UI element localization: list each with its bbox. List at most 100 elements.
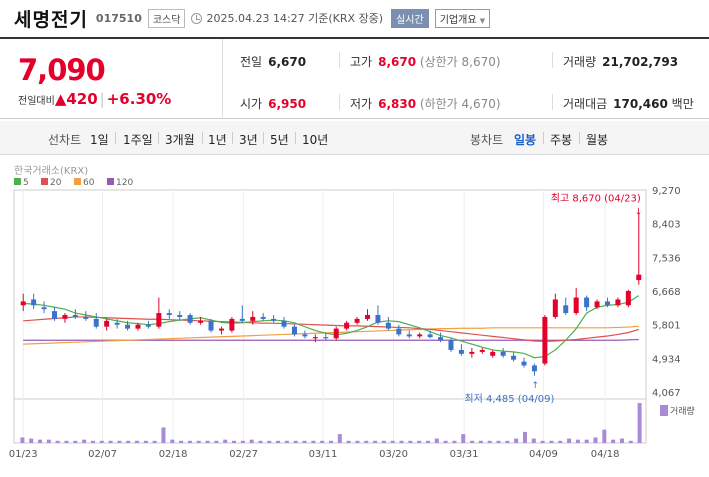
volume-bar: [381, 440, 386, 443]
ma20-line: [23, 316, 639, 343]
candle-body: [72, 315, 78, 317]
volume-bar: [373, 440, 378, 443]
candle-body: [469, 351, 475, 354]
quote-panel: 7,090 전일대비▲420 | +6.30% 전일 6,670 고가 8,670 (상…: [0, 37, 709, 119]
divider: [115, 132, 116, 144]
y-tick-label: 6,668: [652, 287, 681, 298]
volume-bar: [575, 439, 580, 443]
volume-bar: [531, 438, 536, 443]
y-tick-label: 9,270: [652, 186, 681, 197]
candle-body: [20, 301, 26, 306]
candle-body: [458, 349, 464, 354]
divider: [339, 94, 340, 110]
volume-bar: [152, 440, 157, 443]
tab-1y[interactable]: 1년: [208, 133, 227, 147]
volume-bar: [117, 440, 122, 443]
divider: [339, 52, 340, 68]
volume-bar: [522, 431, 527, 443]
candle-body: [396, 328, 402, 335]
divider: [579, 132, 580, 144]
candle-body: [333, 328, 339, 339]
volume-bar: [99, 440, 104, 443]
tab-5y[interactable]: 5년: [270, 133, 289, 147]
tab-3y[interactable]: 3년: [239, 133, 258, 147]
candle-body: [104, 320, 110, 327]
divider: |: [99, 90, 105, 108]
tab-monthly[interactable]: 월봉: [586, 133, 609, 147]
prev-close: 전일 6,670: [240, 55, 307, 69]
volume-bar: [514, 438, 519, 443]
volume-bar: [390, 440, 395, 443]
candle-body: [177, 315, 183, 317]
volume-bar: [584, 439, 589, 443]
volume-bar: [179, 440, 184, 443]
legend-label: 5: [23, 178, 29, 188]
tab-10y[interactable]: 10년: [302, 133, 329, 147]
volume-bar: [337, 434, 342, 443]
volume-bar: [637, 403, 642, 443]
candle-body: [239, 318, 245, 321]
candle-body: [41, 307, 47, 310]
company-overview-dropdown[interactable]: 기업개요 ▼: [434, 8, 491, 28]
volume-bar: [258, 440, 263, 443]
divider: [552, 94, 553, 110]
volume-bar: [443, 440, 448, 443]
volume-bar: [73, 440, 78, 443]
volume-bar: [223, 439, 228, 443]
line-chart-label: 선차트: [48, 133, 82, 147]
current-price: 7,090: [18, 53, 106, 87]
diff-value: 420: [66, 90, 98, 108]
volume-bar: [232, 440, 237, 443]
volume-bar: [611, 439, 616, 443]
y-axis: 9,270 8,403 7,536 6,668 5,801 4,934 4,067: [652, 186, 681, 399]
ma5-line: [23, 295, 640, 359]
candle-body: [31, 299, 37, 306]
open-price: 시가 6,950: [240, 97, 307, 111]
tab-daily[interactable]: 일봉: [514, 133, 537, 147]
moving-averages: [23, 295, 640, 359]
plot-frame: [13, 189, 647, 444]
volume-bar: [240, 440, 245, 443]
candle-body: [83, 316, 89, 319]
volume-bar: [329, 440, 333, 443]
stock-chart: 한국거래소(KRX) 5 20 60 120 최고 8,670 (04/23) ↓ ↑ 최저…: [0, 156, 709, 473]
candle-body: [229, 318, 235, 331]
volume-bar: [108, 440, 113, 443]
volume-bar: [478, 440, 483, 443]
volume-bar: [170, 439, 175, 443]
min-price-label: 최저 4,485 (04/09): [464, 393, 554, 405]
candle-body: [281, 320, 287, 327]
legend-swatch: [14, 178, 21, 185]
tab-weekly[interactable]: 주봉: [550, 133, 573, 147]
volume-bar: [90, 440, 95, 443]
candle-body: [563, 305, 569, 314]
candle-body: [604, 301, 610, 306]
candle-body: [323, 337, 329, 339]
chart-svg[interactable]: 한국거래소(KRX) 5 20 60 120 최고 8,670 (04/23) ↓ ↑ 최저…: [0, 156, 709, 473]
volume-bar: [284, 440, 289, 443]
legend-swatch: [74, 178, 81, 185]
tab-1w[interactable]: 1주일: [123, 133, 153, 147]
volume-bar: [346, 440, 351, 443]
y-tick-label: 4,067: [652, 388, 681, 399]
candle-body: [438, 337, 444, 341]
chart-source: 한국거래소(KRX): [14, 165, 88, 177]
volume-bar: [64, 440, 69, 443]
divider: [552, 52, 553, 68]
clock-icon: [191, 12, 203, 24]
grid-lines: [13, 189, 647, 444]
volume-legend-swatch: [660, 405, 668, 416]
candle-chart-label: 봉차트: [470, 133, 504, 147]
candle-body: [114, 322, 120, 325]
realtime-button[interactable]: 실시간: [391, 8, 429, 28]
tab-3m[interactable]: 3개월: [165, 133, 195, 147]
x-tick-label: 02/18: [159, 449, 188, 460]
volume-bar: [302, 440, 307, 443]
candle-body: [62, 315, 68, 319]
tab-1d[interactable]: 1일: [90, 133, 109, 147]
candle-body: [406, 334, 412, 337]
legend-label: 120: [116, 178, 133, 188]
x-tick-label: 03/20: [379, 449, 408, 460]
candle-body: [198, 320, 204, 323]
volume-bar: [452, 440, 457, 443]
